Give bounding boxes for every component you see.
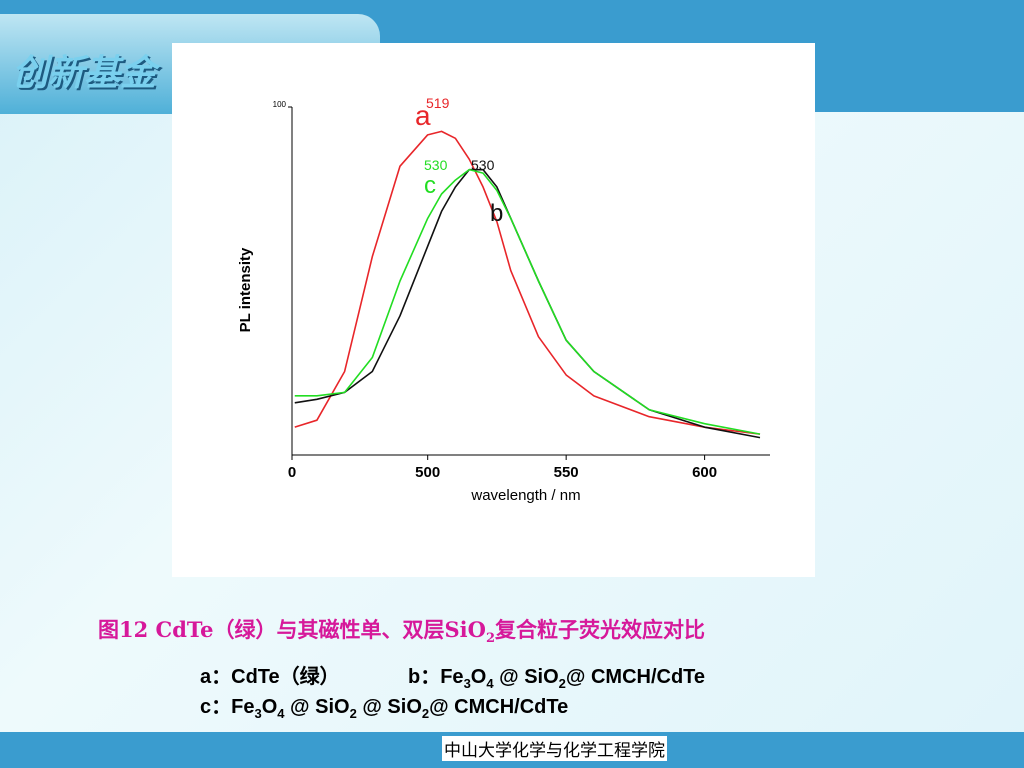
text-run: O: [470, 666, 487, 688]
note: a：CdTe（绿）: [200, 660, 340, 689]
slide-title: 创新基金: [12, 52, 157, 94]
series-line: [294, 168, 761, 435]
subscript: 4: [486, 676, 494, 691]
y-axis-label: PL intensity: [237, 247, 254, 332]
subscript: 4: [277, 706, 285, 721]
subscript: 2: [421, 706, 430, 721]
subscript: 3: [254, 706, 262, 721]
text-run: @ SiO: [493, 666, 559, 688]
text-run: @ CMCH/CdTe: [565, 666, 706, 688]
series-line: [294, 130, 761, 435]
text-run: a：CdTe（绿）: [200, 666, 340, 688]
subscript: 2: [558, 676, 566, 691]
series-label: c: [424, 172, 436, 199]
chart-background: [172, 43, 815, 577]
figure-caption: 图12 CdTe（绿）与其磁性单、双层SiO2复合粒子荧光效应对比: [98, 614, 705, 646]
footer: 中山大学化学与化学工程学院: [442, 736, 667, 761]
x-tick-label: 550: [554, 464, 579, 481]
x-tick-label: 500: [415, 464, 440, 481]
annotation: 530: [471, 157, 495, 173]
y-tick-label: 100: [273, 100, 287, 109]
text-run: O: [261, 696, 278, 718]
text-run: @ SiO: [284, 696, 350, 718]
series-label: a: [415, 100, 431, 131]
x-tick-label: 0: [288, 464, 296, 481]
series-label: b: [490, 200, 503, 227]
annotation: 530: [424, 157, 448, 173]
subscript: 3: [463, 676, 471, 691]
text-run: c：Fe: [200, 696, 255, 718]
text-run: b：Fe: [408, 666, 464, 688]
note: b：Fe3O4 @ SiO2@ CMCH/CdTe: [408, 660, 705, 691]
text-run: @ CMCH/CdTe: [429, 696, 569, 718]
text-run: @ SiO: [356, 696, 422, 718]
chart: PL intensity wavelength / nm 100 0 500 550 6…: [172, 43, 815, 577]
text-run: 图12 CdTe（绿）与其磁性单、双层SiO: [98, 617, 486, 642]
text-run: 复合粒子荧光效应对比: [495, 617, 705, 642]
subscript: 2: [485, 631, 495, 647]
annotation: 519: [426, 95, 450, 111]
x-axis-label: wavelength / nm: [470, 487, 580, 504]
x-tick-label: 600: [692, 464, 717, 481]
note: c：Fe3O4 @ SiO2 @ SiO2@ CMCH/CdTe: [200, 690, 568, 721]
subscript: 2: [349, 706, 357, 721]
